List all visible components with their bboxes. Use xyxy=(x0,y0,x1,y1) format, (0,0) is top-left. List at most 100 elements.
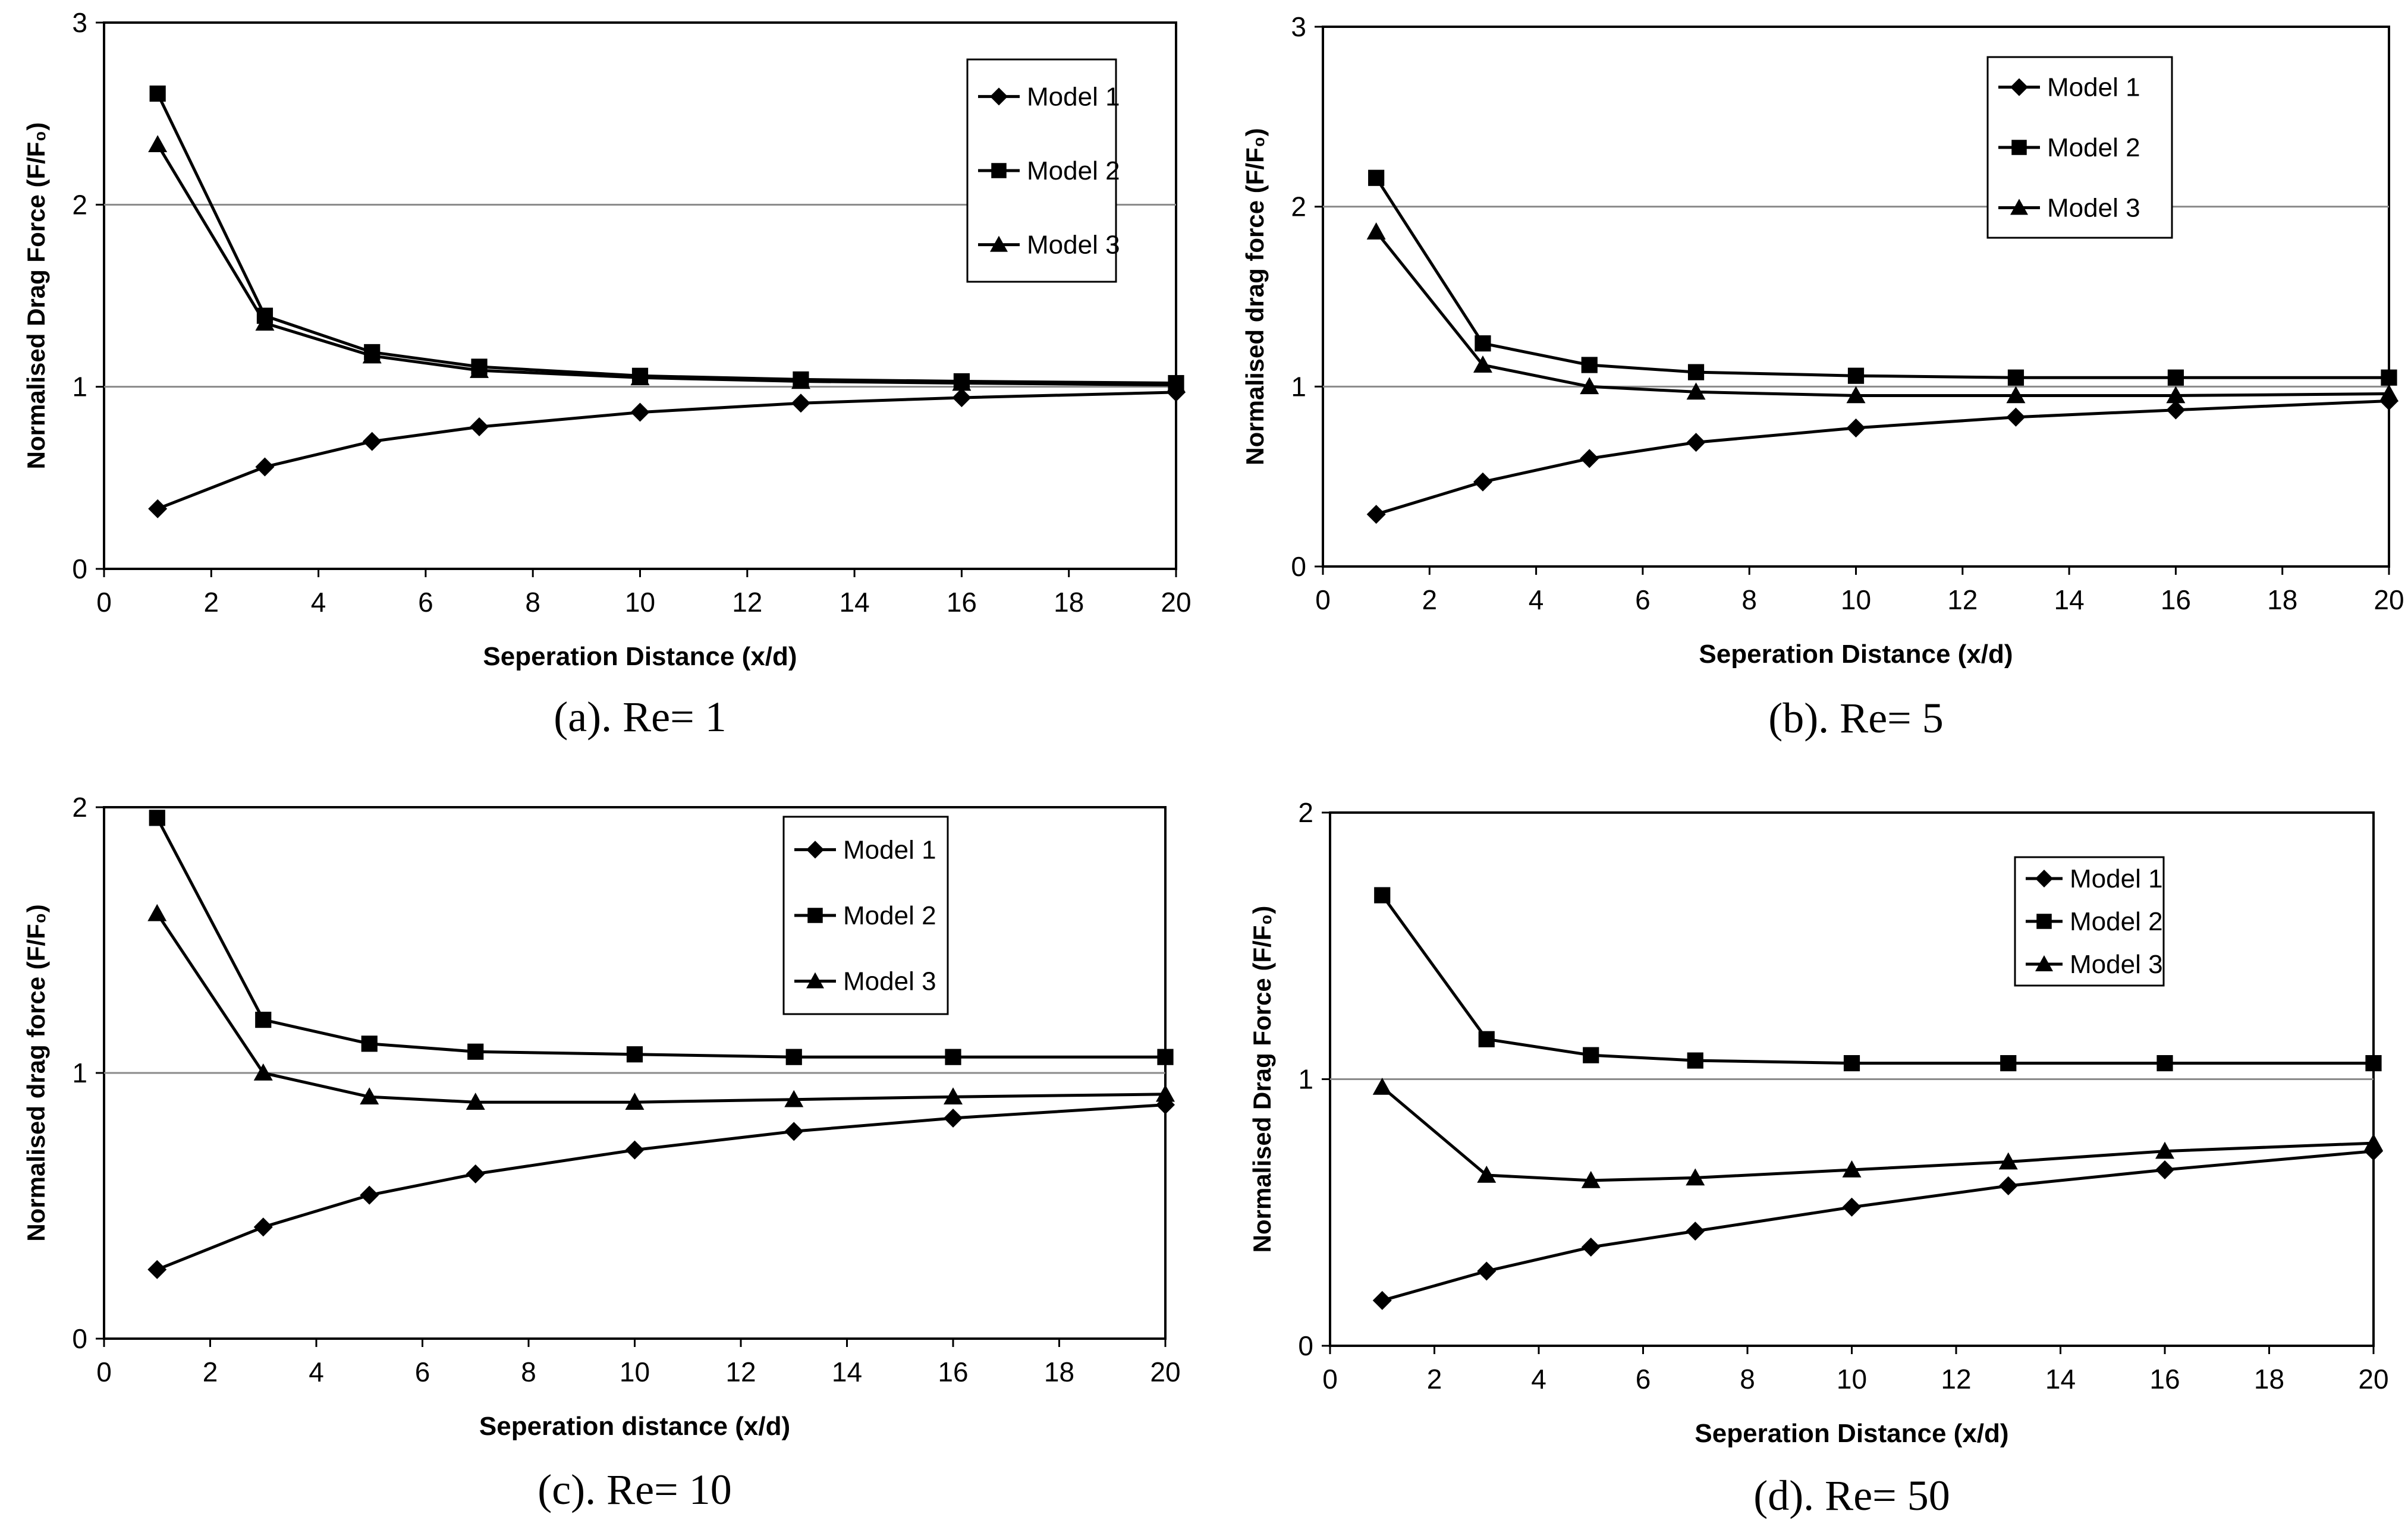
x-tick-label: 12 xyxy=(1941,1364,1971,1395)
x-tick-label: 16 xyxy=(947,587,977,618)
y-tick-label: 2 xyxy=(72,792,87,823)
data-point xyxy=(2166,386,2186,404)
legend-label: Model 3 xyxy=(2047,193,2140,222)
data-point xyxy=(253,1063,273,1081)
legend-marker xyxy=(2010,78,2028,96)
x-tick-label: 10 xyxy=(625,587,655,618)
data-point xyxy=(253,1217,273,1237)
series-line xyxy=(156,912,1166,1104)
panel-caption: (b). Re= 5 xyxy=(1768,694,1944,742)
y-tick-label: 1 xyxy=(1298,1064,1313,1095)
data-point xyxy=(1366,505,1386,524)
data-point xyxy=(1368,169,1385,186)
data-point xyxy=(944,1108,963,1128)
x-tick-label: 8 xyxy=(525,587,540,618)
legend-marker xyxy=(2036,914,2052,929)
legend-label: Model 3 xyxy=(2070,950,2163,979)
legend-marker xyxy=(807,908,823,923)
x-tick-label: 14 xyxy=(832,1356,862,1387)
y-tick-label: 0 xyxy=(1298,1330,1313,1361)
x-tick-label: 18 xyxy=(2254,1364,2284,1395)
y-axis-label: Normalised drag force (F/F₀) xyxy=(1241,128,1269,465)
legend-marker xyxy=(2035,870,2053,887)
panel-caption: (a). Re= 1 xyxy=(554,693,727,741)
series-line xyxy=(156,93,1177,385)
x-tick-label: 2 xyxy=(203,1356,218,1387)
legend-label: Model 2 xyxy=(2047,133,2140,162)
data-point xyxy=(1581,1238,1601,1257)
data-point xyxy=(791,394,810,413)
y-tick-label: 0 xyxy=(72,553,87,584)
data-point xyxy=(2155,1141,2174,1159)
x-tick-label: 20 xyxy=(2358,1364,2388,1395)
data-point xyxy=(1846,386,1866,404)
data-point xyxy=(2364,1134,2383,1151)
data-point xyxy=(630,368,650,386)
legend-marker xyxy=(990,87,1008,106)
data-point xyxy=(360,1087,379,1105)
y-tick-label: 3 xyxy=(72,7,87,38)
y-tick-label: 3 xyxy=(1291,11,1306,42)
x-tick-label: 4 xyxy=(1529,584,1544,615)
x-tick-label: 20 xyxy=(2374,584,2404,615)
data-point xyxy=(466,1164,485,1184)
data-point xyxy=(1686,382,1706,400)
legend-marker xyxy=(2010,199,2028,215)
data-point xyxy=(255,1012,272,1028)
x-tick-label: 10 xyxy=(1837,1364,1867,1395)
x-tick-label: 12 xyxy=(725,1356,756,1387)
series-line xyxy=(1375,399,2390,516)
legend-label: Model 1 xyxy=(2070,864,2163,893)
data-point xyxy=(362,432,382,451)
y-axis-label: Normalised Drag Force (F/F₀) xyxy=(1248,906,1276,1253)
x-tick-label: 18 xyxy=(1054,587,1084,618)
x-tick-label: 4 xyxy=(1531,1364,1546,1395)
data-point xyxy=(1998,1176,2018,1195)
data-point xyxy=(2007,369,2025,386)
x-tick-label: 16 xyxy=(2161,584,2191,615)
x-tick-label: 0 xyxy=(96,587,112,618)
x-tick-label: 14 xyxy=(2054,584,2085,615)
data-point xyxy=(626,1046,643,1063)
y-tick-label: 2 xyxy=(72,189,87,220)
x-tick-label: 18 xyxy=(2267,584,2297,615)
x-tick-label: 8 xyxy=(1741,584,1757,615)
data-point xyxy=(2006,407,2026,427)
legend-label: Model 1 xyxy=(843,835,936,864)
legend-label: Model 2 xyxy=(2070,907,2163,936)
data-point xyxy=(1581,1170,1601,1188)
data-point xyxy=(952,373,972,391)
x-tick-label: 6 xyxy=(1635,584,1651,615)
data-point xyxy=(1847,367,1865,384)
legend-label: Model 1 xyxy=(2047,73,2140,102)
data-point xyxy=(149,810,165,826)
x-tick-label: 2 xyxy=(1427,1364,1442,1395)
legend-label: Model 2 xyxy=(1027,156,1120,185)
data-point xyxy=(1998,1152,2018,1170)
x-tick-label: 6 xyxy=(1636,1364,1651,1395)
data-point xyxy=(952,388,972,408)
data-point xyxy=(2365,1055,2382,1072)
legend-marker xyxy=(806,972,824,989)
series-line xyxy=(157,391,1177,511)
x-tick-label: 20 xyxy=(1150,1356,1180,1387)
x-tick-label: 14 xyxy=(2045,1364,2076,1395)
x-tick-label: 12 xyxy=(732,587,762,618)
data-point xyxy=(1687,364,1705,380)
legend-label: Model 1 xyxy=(1027,82,1120,111)
series-line xyxy=(1382,1150,2374,1302)
data-point xyxy=(470,417,489,437)
y-tick-label: 1 xyxy=(72,1057,87,1088)
data-point xyxy=(147,904,167,921)
panel-caption: (d). Re= 50 xyxy=(1753,1472,1950,1519)
x-tick-label: 6 xyxy=(415,1356,430,1387)
data-point xyxy=(2166,400,2186,420)
x-axis-label: Seperation distance (x/d) xyxy=(479,1412,790,1441)
x-tick-label: 0 xyxy=(96,1356,112,1387)
data-point xyxy=(1686,1168,1705,1186)
data-point xyxy=(2000,1055,2017,1072)
data-point xyxy=(147,1260,167,1279)
data-point xyxy=(1473,472,1492,492)
data-point xyxy=(1372,1291,1392,1310)
